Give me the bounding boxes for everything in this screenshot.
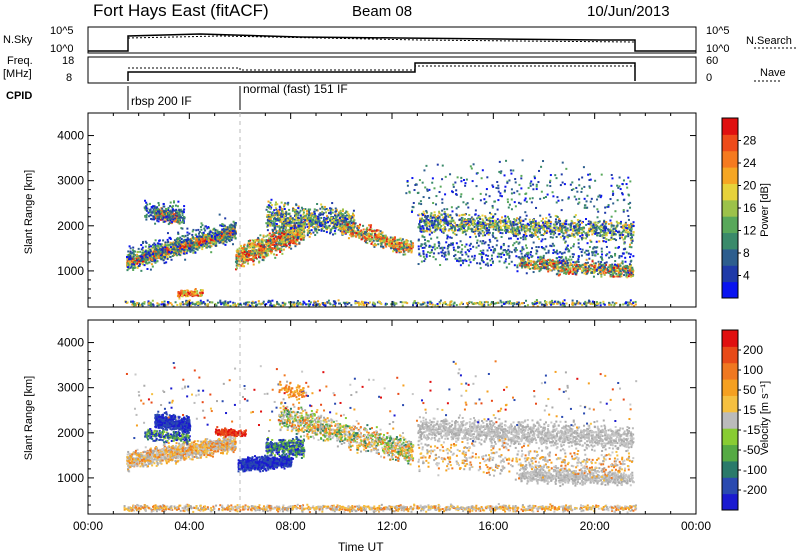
y-tick-label: 1000 (57, 471, 84, 485)
cpid-segment-1: rbsp 200 IF (131, 94, 192, 108)
colorbar-swatch (722, 150, 738, 168)
velocity-x-axis: 00:00 04:00 08:00 12:00 16:00 20:00 00:00 (73, 320, 711, 533)
nsky-label: N.Sky (3, 34, 33, 46)
power-cbar-label: Power [dB] (759, 183, 771, 237)
colorbar-swatch (722, 118, 738, 135)
power-x-ticks (87, 113, 697, 307)
nsearch-tick-bottom: 10^0 (706, 43, 730, 55)
nave-trace (128, 65, 635, 71)
y-tick-label: 2000 (57, 426, 84, 440)
colorbar-swatch (722, 281, 738, 299)
power-y-axis: 1000 2000 3000 4000 (57, 129, 696, 299)
velocity-colorbar: 200 100 50 15 -15 -50 -100 -200 (721, 329, 767, 511)
colorbar-swatch (722, 428, 738, 446)
colorbar-tick-label: 20 (743, 179, 757, 193)
power-panel: 1000 2000 3000 4000 Slant Range [km] 4 8 12 16… (23, 112, 771, 309)
y-tick-label: 2000 (57, 219, 84, 233)
colorbar-swatch (722, 216, 738, 234)
colorbar-swatch (722, 232, 738, 250)
nave-tick-bottom: 0 (706, 72, 712, 84)
power-colorbar: 4 8 12 16 20 24 28 (721, 117, 757, 299)
velocity-xlabel: Time UT (338, 540, 384, 554)
y-tick-label: 3000 (57, 381, 84, 395)
velocity-y-axis: 1000 2000 3000 4000 (57, 336, 696, 506)
freq-label-1: Freq. (7, 55, 33, 67)
nsky-panel: N.Sky 10^5 10^0 10^5 10^0 N.Search (3, 25, 796, 55)
colorbar-swatch (722, 493, 738, 511)
colorbar-tick-label: 16 (743, 201, 757, 215)
colorbar-swatch (722, 346, 738, 364)
nsearch-label: N.Search (746, 35, 792, 47)
colorbar-tick-label: -200 (743, 483, 767, 497)
colorbar-tick-label: 15 (743, 403, 757, 417)
x-tick-label: 04:00 (174, 519, 204, 533)
colorbar-swatch (722, 167, 738, 184)
nsky-tick-bottom: 10^0 (50, 43, 74, 55)
colorbar-tick-label: 28 (743, 134, 757, 148)
y-tick-label: 1000 (57, 264, 84, 278)
colorbar-tick-label: 12 (743, 224, 757, 238)
colorbar-swatch (722, 395, 738, 413)
date-title: 10/Jun/2013 (587, 3, 670, 20)
colorbar-swatch (722, 362, 738, 380)
colorbar-swatch (722, 460, 738, 478)
colorbar-tick-label: 50 (743, 383, 757, 397)
colorbar-swatch (722, 379, 738, 396)
colorbar-tick-label: -100 (743, 463, 767, 477)
freq-tick-bottom: 8 (66, 72, 72, 84)
nsky-trace (88, 33, 696, 52)
x-tick-label: 20:00 (580, 519, 610, 533)
nave-tick-top: 60 (706, 55, 718, 67)
colorbar-swatch (722, 411, 738, 429)
freq-label-2: [MHz] (3, 68, 32, 80)
nave-label: Nave (760, 67, 786, 79)
colorbar-swatch (722, 330, 738, 347)
colorbar-swatch (722, 134, 738, 152)
colorbar-swatch (722, 183, 738, 201)
velocity-ylabel: Slant Range [km] (23, 376, 35, 460)
nsky-tick-top: 10^5 (50, 25, 74, 37)
colorbar-swatch (722, 444, 738, 462)
colorbar-swatch (722, 248, 738, 266)
beam-title: Beam 08 (352, 3, 412, 20)
x-tick-label: 16:00 (478, 519, 508, 533)
colorbar-tick-label: 200 (743, 343, 763, 357)
freq-tick-top: 18 (62, 55, 74, 67)
y-tick-label: 4000 (57, 336, 84, 350)
colorbar-tick-label: 100 (743, 363, 763, 377)
x-tick-label: 00:00 (681, 519, 711, 533)
colorbar-swatch (722, 265, 738, 283)
velocity-panel: 1000 2000 3000 4000 00:00 04:00 08:00 12:00 16:… (23, 319, 771, 554)
power-scatter (124, 159, 637, 309)
colorbar-tick-label: -15 (743, 423, 761, 437)
velocity-cbar-label: Velocity [m s⁻¹] (759, 381, 771, 455)
velocity-scatter (123, 360, 638, 514)
cpid-row: CPID rbsp 200 IF normal (fast) 151 IF (6, 82, 348, 110)
colorbar-tick-label: -50 (743, 443, 761, 457)
colorbar-tick-label: 4 (743, 269, 750, 283)
x-tick-label: 08:00 (276, 519, 306, 533)
power-ylabel: Slant Range [km] (23, 170, 35, 254)
freq-panel: Freq. [MHz] 18 8 60 0 Nave (3, 55, 786, 84)
cpid-segment-2: normal (fast) 151 IF (243, 82, 348, 96)
x-tick-label: 12:00 (377, 519, 407, 533)
y-tick-label: 4000 (57, 129, 84, 143)
x-tick-label: 00:00 (73, 519, 103, 533)
y-tick-label: 3000 (57, 174, 84, 188)
nsearch-trace (127, 35, 636, 43)
colorbar-tick-label: 8 (743, 246, 750, 260)
colorbar-swatch (722, 199, 738, 217)
colorbar-tick-label: 24 (743, 156, 757, 170)
nsearch-tick-top: 10^5 (706, 25, 730, 37)
cpid-label: CPID (6, 90, 32, 102)
colorbar-swatch (722, 477, 738, 495)
station-title: Fort Hays East (fitACF) (93, 1, 269, 20)
